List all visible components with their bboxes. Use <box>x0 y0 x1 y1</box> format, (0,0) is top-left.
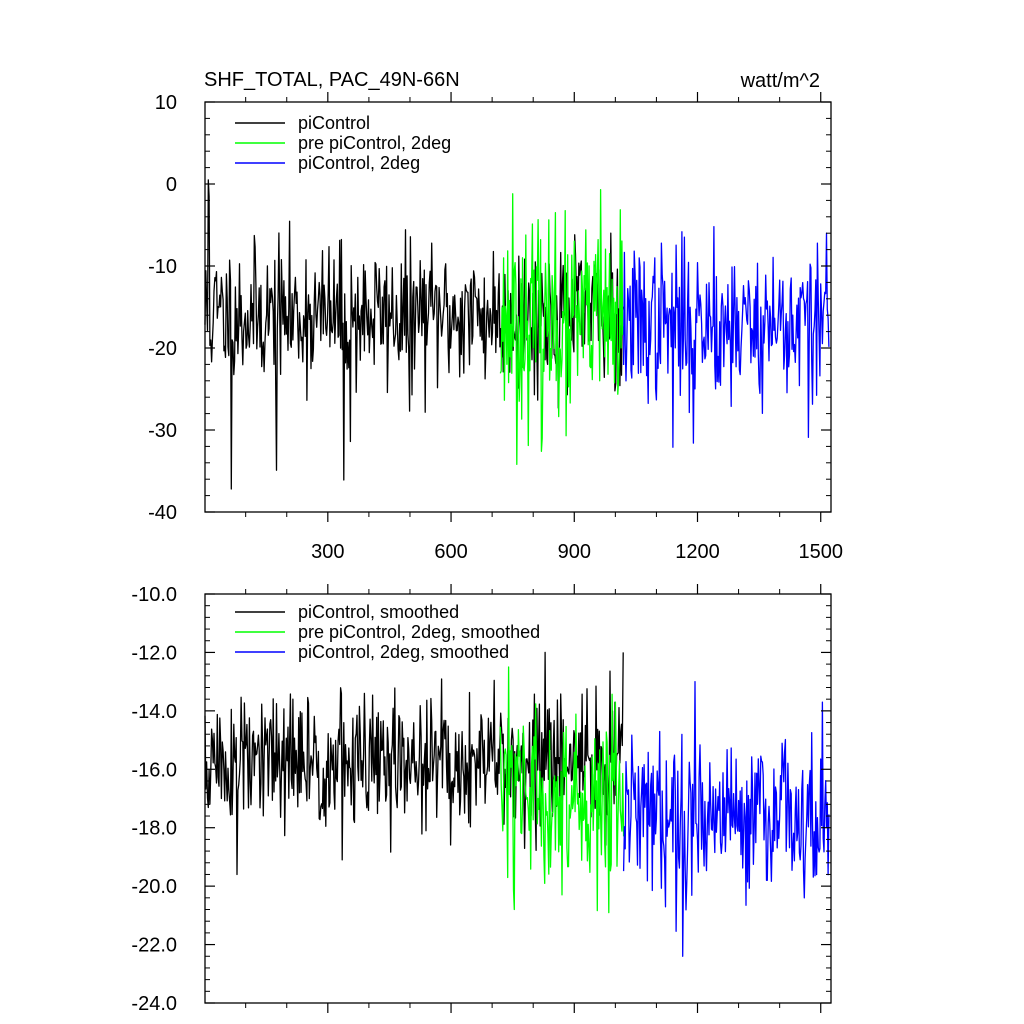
y-tick-label: -24.0 <box>131 993 177 1015</box>
y-tick-label: -22.0 <box>131 935 177 957</box>
series-line-3 <box>622 680 830 957</box>
x-tick-label: 300 <box>311 541 344 563</box>
y-tick-label: -10 <box>148 256 177 278</box>
y-tick-label: -16.0 <box>131 759 177 781</box>
top-panel: 300 600 900 1200 1500 -40 -30 -20 -10 0 10 piContro… <box>148 92 843 563</box>
series-line-3 <box>622 225 830 448</box>
x-tick-label: 1200 <box>675 541 720 563</box>
x-tick-label: 900 <box>558 541 591 563</box>
y-tick-label: -14.0 <box>131 701 177 723</box>
y-tick-label: -18.0 <box>131 818 177 840</box>
plot-frame <box>204 101 832 513</box>
y-tick-label: -20.0 <box>131 876 177 898</box>
legend-label: pre piControl, 2deg, smoothed <box>298 622 540 642</box>
legend-label: pre piControl, 2deg <box>298 133 451 153</box>
legend-label: piControl, smoothed <box>298 602 459 622</box>
series-line-2 <box>499 666 625 914</box>
plot-frame <box>204 593 832 1004</box>
bottom-panel: -24.0 -22.0 -20.0 -18.0 -16.0 -14.0 -12.0 -10.0… <box>131 584 832 1015</box>
legend-label: piControl, 2deg, smoothed <box>298 642 509 662</box>
y-tick-label: -10.0 <box>131 584 177 606</box>
plot-title: SHF_TOTAL, PAC_49N-66N <box>204 69 460 91</box>
series-line-1 <box>204 179 624 490</box>
units-label: watt/m^2 <box>740 70 820 92</box>
y-tick-label: -30 <box>148 420 177 442</box>
series-line-2 <box>499 189 625 466</box>
y-tick-label: -20 <box>148 338 177 360</box>
y-tick-label: 0 <box>166 174 177 196</box>
y-tick-label: -12.0 <box>131 642 177 664</box>
x-tick-label: 1500 <box>798 541 843 563</box>
x-tick-label: 600 <box>434 541 467 563</box>
series-line-1 <box>204 651 624 876</box>
legend-label: piControl, 2deg <box>298 153 420 173</box>
y-tick-label: 10 <box>155 92 177 114</box>
legend-label: piControl <box>298 113 370 133</box>
y-tick-label: -40 <box>148 502 177 524</box>
